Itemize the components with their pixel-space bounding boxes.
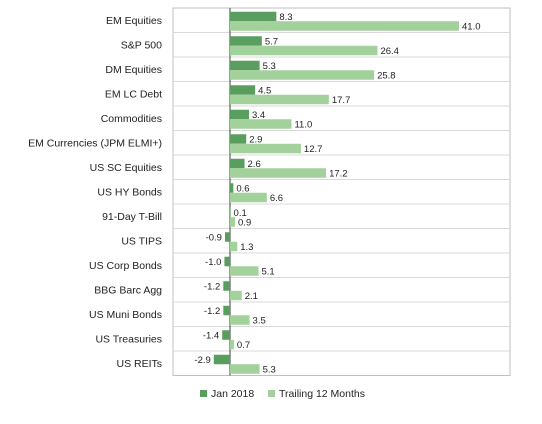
data-label: 0.1 <box>234 208 247 219</box>
data-label: -0.9 <box>206 232 222 243</box>
bar-jan-2018 <box>222 330 230 340</box>
data-label: 26.4 <box>380 46 399 57</box>
data-label: 3.5 <box>253 315 266 326</box>
data-label: 0.6 <box>236 183 249 194</box>
category-label: EM Equities <box>106 15 162 27</box>
data-label: 5.1 <box>261 266 274 277</box>
category-label: S&P 500 <box>121 39 162 51</box>
legend-swatch <box>200 390 207 397</box>
bar-jan-2018 <box>230 60 260 71</box>
data-label: 17.2 <box>329 168 348 179</box>
bar-trailing-12-months <box>230 364 260 374</box>
data-label: 2.6 <box>248 159 261 170</box>
data-label: 25.8 <box>377 70 396 81</box>
data-label: 6.6 <box>270 193 283 204</box>
bar-jan-2018 <box>213 354 230 365</box>
bar-trailing-12-months <box>230 94 329 105</box>
category-label: US HY Bonds <box>97 186 162 198</box>
category-label: US REITs <box>116 358 162 370</box>
bar-trailing-12-months <box>230 45 378 56</box>
bar-jan-2018 <box>230 36 262 46</box>
data-label: 12.7 <box>304 144 323 155</box>
data-label: 0.9 <box>238 217 251 228</box>
category-label: US TIPS <box>121 235 162 247</box>
bar-trailing-12-months <box>230 290 242 301</box>
data-label: 4.5 <box>258 85 271 96</box>
bar-trailing-12-months <box>230 315 250 325</box>
bar-jan-2018 <box>224 232 230 242</box>
bar-jan-2018 <box>230 109 249 120</box>
category-label: EM Currencies (JPM ELMI+) <box>28 137 162 149</box>
bar-jan-2018 <box>230 85 256 95</box>
category-label: DM Equities <box>105 64 162 76</box>
data-label: -1.2 <box>204 306 220 317</box>
category-label: EM LC Debt <box>105 88 162 100</box>
data-label: 41.0 <box>462 21 481 32</box>
data-label: 5.7 <box>265 36 278 47</box>
data-label: -2.9 <box>194 355 210 366</box>
data-label: 3.4 <box>252 110 265 121</box>
data-label: -1.0 <box>205 257 221 268</box>
category-label: BBG Barc Agg <box>94 284 162 296</box>
data-label: 17.7 <box>332 95 351 106</box>
data-label: -1.2 <box>204 281 220 292</box>
bar-trailing-12-months <box>230 241 238 252</box>
bar-trailing-12-months <box>230 70 375 80</box>
category-label: US SC Equities <box>90 162 162 174</box>
legend-swatch <box>268 390 275 397</box>
data-label: 11.0 <box>294 119 312 130</box>
data-label: 2.9 <box>249 134 262 145</box>
category-label: 91-Day T-Bill <box>102 211 162 223</box>
category-label: US Corp Bonds <box>89 260 162 272</box>
bar-trailing-12-months <box>230 217 236 227</box>
bar-trailing-12-months <box>230 168 327 178</box>
data-label: 1.3 <box>240 242 253 253</box>
category-label: US Muni Bonds <box>89 309 162 321</box>
data-label: -1.4 <box>203 330 219 341</box>
category-label: Commodities <box>101 113 162 125</box>
bar-jan-2018 <box>230 158 245 169</box>
data-label: 0.7 <box>237 340 250 351</box>
bar-jan-2018 <box>230 207 231 218</box>
data-label: 2.1 <box>245 291 258 302</box>
bar-trailing-12-months <box>230 339 234 350</box>
bar-jan-2018 <box>230 134 247 144</box>
bar-trailing-12-months <box>230 119 292 129</box>
bar-trailing-12-months <box>230 143 301 154</box>
data-label: 5.3 <box>263 364 276 375</box>
data-label: 8.3 <box>279 12 292 23</box>
bar-jan-2018 <box>224 256 230 267</box>
legend-label: Jan 2018 <box>211 388 254 400</box>
data-label: 5.3 <box>263 61 276 72</box>
bar-trailing-12-months <box>230 266 259 276</box>
bar-jan-2018 <box>223 305 230 316</box>
legend-label: Trailing 12 Months <box>279 388 365 400</box>
bar-trailing-12-months <box>230 192 267 203</box>
plot-frame <box>172 7 511 376</box>
bar-jan-2018 <box>223 281 230 291</box>
bar-jan-2018 <box>230 183 234 193</box>
bar-trailing-12-months <box>230 21 459 31</box>
bar-jan-2018 <box>230 11 277 22</box>
category-label: US Treasuries <box>95 333 162 345</box>
